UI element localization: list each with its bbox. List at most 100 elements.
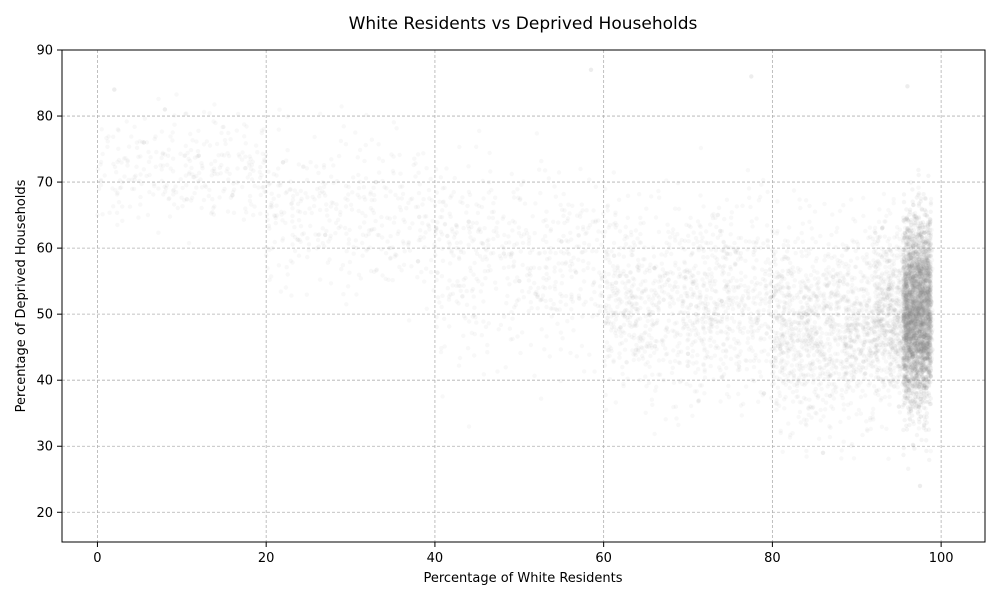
scatter-point: [97, 187, 101, 191]
scatter-point: [699, 146, 703, 150]
scatter-point: [436, 295, 440, 299]
scatter-point: [212, 172, 216, 176]
scatter-point: [815, 358, 819, 362]
scatter-point: [729, 216, 733, 220]
scatter-point: [297, 162, 301, 166]
scatter-point: [824, 277, 828, 281]
scatter-point: [862, 314, 866, 318]
scatter-point: [402, 263, 406, 267]
scatter-point: [822, 292, 826, 296]
scatter-point: [719, 357, 723, 361]
scatter-point: [675, 290, 679, 294]
scatter-point: [736, 286, 740, 290]
scatter-point: [858, 369, 862, 373]
scatter-point: [664, 271, 668, 275]
scatter-point: [290, 219, 294, 223]
scatter-point: [156, 231, 160, 235]
scatter-point: [224, 169, 228, 173]
scatter-point: [814, 259, 818, 263]
scatter-point: [388, 189, 392, 193]
scatter-point: [637, 357, 641, 361]
scatter-point: [652, 254, 656, 258]
scatter-point: [533, 231, 537, 235]
scatter-point: [184, 144, 188, 148]
scatter-point: [698, 193, 702, 197]
scatter-point: [624, 225, 628, 229]
scatter-point: [318, 186, 322, 190]
scatter-point: [506, 234, 510, 238]
scatter-point: [705, 350, 709, 354]
scatter-point: [136, 155, 140, 159]
scatter-point: [835, 359, 839, 363]
scatter-point: [719, 330, 723, 334]
scatter-point: [489, 188, 493, 192]
scatter-point: [512, 243, 516, 247]
scatter-point: [452, 190, 456, 194]
scatter-point: [113, 165, 117, 169]
scatter-point: [882, 317, 886, 321]
scatter-point: [308, 160, 312, 164]
scatter-point: [457, 364, 461, 368]
scatter-point: [543, 286, 547, 290]
scatter-point: [516, 196, 520, 200]
scatter-point: [621, 382, 625, 386]
scatter-point: [625, 235, 629, 239]
scatter-point: [689, 253, 693, 257]
scatter-point: [548, 250, 552, 254]
scatter-point: [743, 304, 747, 308]
scatter-point: [765, 190, 769, 194]
scatter-point: [884, 427, 888, 431]
scatter-point: [495, 220, 499, 224]
scatter-point: [532, 374, 536, 378]
scatter-point: [624, 292, 628, 296]
scatter-point: [715, 325, 719, 329]
scatter-point: [350, 207, 354, 211]
scatter-point: [331, 163, 335, 167]
scatter-point: [179, 177, 183, 181]
scatter-point: [844, 390, 848, 394]
scatter-point: [549, 298, 553, 302]
scatter-point: [243, 166, 247, 170]
scatter-point: [113, 188, 117, 192]
scatter-point: [211, 206, 215, 210]
scatter-point: [590, 249, 594, 253]
scatter-point: [636, 336, 640, 340]
scatter-point: [376, 142, 380, 146]
scatter-point: [568, 351, 572, 355]
scatter-point: [650, 323, 654, 327]
scatter-point: [802, 336, 806, 340]
scatter-point: [626, 318, 630, 322]
scatter-point: [544, 266, 548, 270]
scatter-point: [104, 136, 108, 140]
scatter-point: [894, 308, 898, 312]
scatter-point: [258, 212, 262, 216]
scatter-point: [295, 237, 299, 241]
scatter-point: [616, 289, 620, 293]
scatter-point: [518, 351, 522, 355]
scatter-point: [678, 272, 682, 276]
scatter-point: [848, 353, 852, 357]
scatter-point: [397, 153, 401, 157]
scatter-point: [822, 358, 826, 362]
scatter-point: [629, 233, 633, 237]
scatter-point: [636, 269, 640, 273]
scatter-point: [427, 224, 431, 228]
scatter-point: [634, 228, 638, 232]
scatter-point: [782, 309, 786, 313]
scatter-point: [316, 238, 320, 242]
scatter-point: [391, 154, 395, 158]
scatter-point: [841, 360, 845, 364]
scatter-point: [807, 344, 811, 348]
scatter-point: [842, 407, 846, 411]
scatter-point: [874, 350, 878, 354]
scatter-point: [806, 354, 810, 358]
scatter-point: [602, 359, 606, 363]
scatter-point: [603, 363, 607, 367]
scatter-point: [250, 177, 254, 181]
scatter-point: [132, 175, 136, 179]
scatter-point: [576, 233, 580, 237]
scatter-point: [487, 151, 491, 155]
scatter-point: [809, 415, 813, 419]
scatter-point: [746, 307, 750, 311]
scatter-point: [714, 320, 718, 324]
